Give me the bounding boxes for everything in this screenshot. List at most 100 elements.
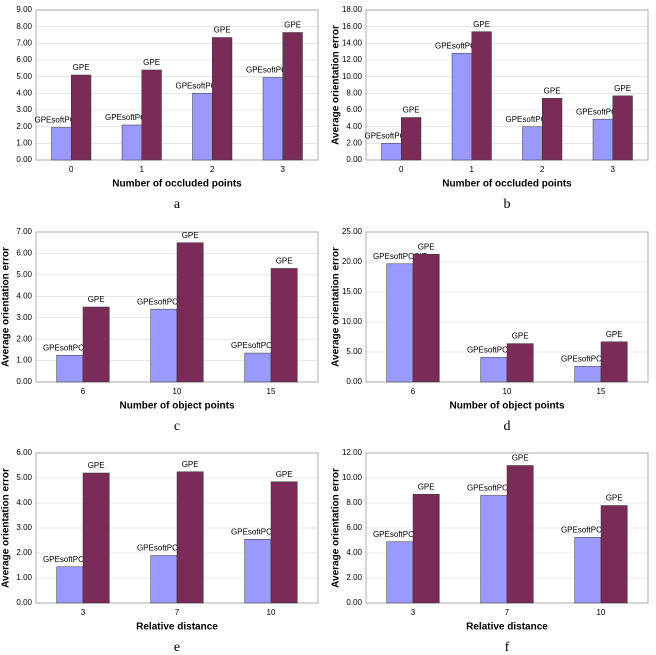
y-tick-label: 6.00 — [346, 523, 362, 532]
bar — [412, 253, 440, 383]
bar-label: GPE — [606, 494, 623, 503]
y-tick-label: 8.00 — [16, 22, 32, 31]
bar-label: GPE — [88, 295, 105, 304]
chart-panel: 0.00 2.00 4.00 6.00 8.00 10.00 12.00 14.00 16.00… — [331, 5, 649, 212]
bar-label: GPE — [276, 470, 293, 479]
bar — [480, 495, 508, 604]
y-tick-label: 6.00 — [16, 249, 32, 258]
y-tick-label: 4.00 — [16, 498, 32, 507]
x-tick-label: 3 — [611, 165, 616, 174]
bar — [480, 357, 508, 383]
bar — [244, 352, 272, 383]
y-tick-label: 12.00 — [342, 55, 363, 64]
y-tick-label: 5.00 — [16, 473, 32, 482]
y-tick-label: 1.00 — [16, 138, 32, 147]
x-tick-label: 10 — [173, 387, 182, 396]
bar-label: GPEsoftPOSIT — [43, 555, 97, 564]
bar — [592, 118, 614, 161]
x-tick-label: 10 — [267, 608, 276, 617]
bar-label: GPE — [544, 86, 561, 95]
bar — [121, 124, 143, 161]
bar-label: GPEsoftPOSIT — [43, 343, 97, 352]
bar-label: GPE — [276, 257, 293, 266]
bar — [176, 242, 204, 383]
y-tick-label: 8.00 — [346, 88, 362, 97]
chart-panel: 0.00 1.00 2.00 3.00 4.00 5.00 6.00 7.00 8.00 9.00… — [16, 5, 319, 212]
bar — [51, 127, 72, 161]
y-tick-label: 16.00 — [342, 22, 363, 31]
bar — [574, 366, 602, 383]
x-axis-title: Number of object points — [120, 401, 235, 412]
x-axis-title: Number of object points — [450, 401, 565, 412]
x-tick-label: 2 — [210, 165, 215, 174]
y-tick-label: 2.00 — [346, 573, 362, 582]
bar — [176, 471, 204, 604]
bar — [282, 32, 303, 161]
bar — [471, 31, 492, 161]
bar-label: GPEsoftPOSIT — [364, 131, 418, 140]
y-tick-label: 4.00 — [346, 122, 362, 131]
y-tick-label: 5.00 — [346, 347, 362, 356]
bar — [506, 465, 534, 604]
bar — [574, 537, 602, 604]
bar-label: GPE — [512, 332, 529, 341]
y-tick-label: 6.00 — [16, 55, 32, 64]
bar — [71, 74, 92, 161]
bar-label: GPEsoftPOSIT — [137, 297, 191, 306]
bar-label: GPE — [284, 21, 301, 30]
x-axis-title: Number of occluded points — [442, 179, 572, 190]
y-tick-label: 2.00 — [16, 122, 32, 131]
y-axis-title: Average orientation error — [331, 25, 342, 145]
y-tick-label: 0.00 — [346, 377, 362, 386]
bar-label: GPE — [418, 242, 435, 251]
bar-label: GPEsoftPOSIT — [435, 41, 489, 50]
y-tick-label: 4.00 — [16, 88, 32, 97]
caption: f — [505, 640, 510, 655]
bar-label: GPEsoftPOSIT — [246, 66, 300, 75]
y-tick-label: 2.00 — [346, 138, 362, 147]
plot-frame — [365, 9, 649, 161]
caption: c — [174, 419, 180, 434]
bar-label: GPEsoftPOSIT — [34, 116, 88, 125]
x-axis-title: Relative distance — [136, 622, 218, 633]
bar-label: GPEsoftPOSIT — [467, 484, 521, 493]
bar-label: GPE — [606, 330, 623, 339]
bar-label: GPEsoftPOSIT — [175, 81, 229, 90]
y-tick-label: 3.00 — [16, 105, 32, 114]
chart-panel: 0.00 1.00 2.00 3.00 4.00 5.00 6.00 3 GPEsoftPOSI… — [1, 448, 319, 655]
bar-label: GPEsoftPOSIT — [105, 113, 159, 122]
bar — [612, 95, 633, 161]
bar — [56, 354, 84, 383]
bar — [82, 472, 110, 604]
bar — [412, 494, 440, 604]
y-axis-title: Average orientation error — [1, 468, 12, 588]
bar — [381, 143, 402, 161]
x-tick-label: 3 — [281, 165, 286, 174]
x-tick-label: 7 — [505, 608, 510, 617]
y-tick-label: 6.00 — [16, 448, 32, 457]
bar-label: GPE — [512, 454, 529, 463]
x-tick-label: 0 — [69, 165, 74, 174]
x-tick-label: 15 — [267, 387, 276, 396]
x-tick-label: 2 — [540, 165, 545, 174]
bar — [56, 566, 84, 604]
x-tick-label: 3 — [411, 608, 416, 617]
x-tick-label: 10 — [503, 387, 512, 396]
y-tick-label: 10.00 — [342, 72, 363, 81]
y-tick-label: 0.00 — [16, 155, 32, 164]
bar — [522, 126, 543, 161]
y-tick-label: 6.00 — [346, 105, 362, 114]
bar — [244, 539, 272, 604]
bar-label: GPEsoftPOSIT — [467, 346, 521, 355]
x-tick-label: 0 — [399, 165, 404, 174]
bar-label: GPEsoftPOSIT — [373, 530, 427, 539]
y-tick-label: 7.00 — [16, 38, 32, 47]
bar-label: GPE — [182, 231, 199, 240]
bar — [150, 555, 178, 604]
y-tick-label: 8.00 — [346, 498, 362, 507]
y-tick-label: 10.00 — [342, 473, 363, 482]
x-tick-label: 10 — [597, 608, 606, 617]
y-tick-label: 9.00 — [16, 5, 32, 14]
y-tick-label: 20.00 — [342, 257, 363, 266]
x-axis-title: Relative distance — [466, 622, 548, 633]
